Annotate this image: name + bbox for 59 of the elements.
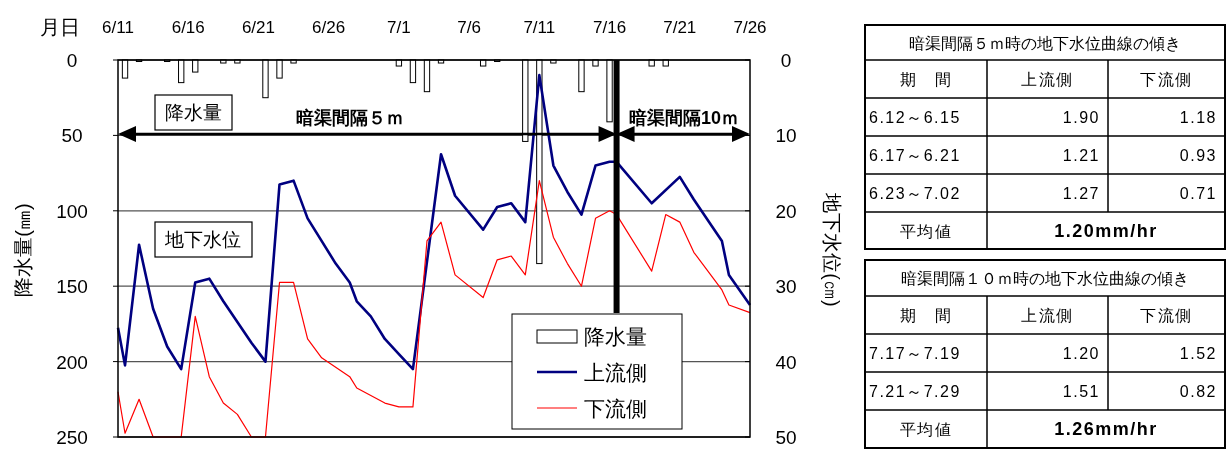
y2-tick-label: 40 <box>775 351 797 373</box>
legend-label: 上流側 <box>584 361 647 384</box>
text: 6.23～7.02 <box>869 185 961 202</box>
text: 7.21～7.29 <box>869 383 961 400</box>
text: 期 間 <box>899 307 953 324</box>
text: 1.27 <box>1062 185 1100 202</box>
y2-tick-label: 20 <box>775 200 797 222</box>
annotation: 地下水位 <box>164 229 241 250</box>
y-tick-label: 150 <box>56 276 88 298</box>
annotation: 降水量 <box>165 102 222 123</box>
y-tick-label: 100 <box>56 200 88 222</box>
y2-axis-title: 地下水位(㎝) <box>821 192 843 307</box>
x-tick-label: 7/11 <box>523 18 556 37</box>
text: 暗渠間隔１０ｍ時の地下水位曲線の傾き <box>901 270 1189 287</box>
text: 期 間 <box>899 71 953 88</box>
x-axis-title: 月日 <box>40 16 80 38</box>
text: 下流側 <box>1140 71 1193 88</box>
legend-label: 下流側 <box>584 397 647 420</box>
text: 7.17～7.19 <box>869 345 961 362</box>
y2-tick-label: 10 <box>775 125 797 147</box>
x-tick-label: 6/21 <box>241 18 275 37</box>
text: 1.51 <box>1062 383 1100 400</box>
text: 1.20 <box>1062 345 1100 362</box>
text: 6.17～6.21 <box>869 147 961 164</box>
y2-tick-label: 50 <box>775 427 797 448</box>
text: 0.71 <box>1179 185 1217 202</box>
legend-label: 降水量 <box>584 325 647 348</box>
x-tick-label: 7/16 <box>593 18 627 37</box>
text: 1.26mm/hr <box>1054 419 1158 439</box>
x-tick-label: 7/1 <box>387 18 411 37</box>
text: 6.12～6.15 <box>869 109 961 126</box>
y-tick-label: 50 <box>61 125 83 147</box>
x-tick-label: 6/11 <box>102 18 134 37</box>
text: 1.90 <box>1062 109 1100 126</box>
text: 0.82 <box>1179 383 1217 400</box>
y2-tick-label: 30 <box>775 276 797 298</box>
text: 暗渠間隔５ｍ時の地下水位曲線の傾き <box>909 34 1181 52</box>
x-tick-label: 7/21 <box>663 18 697 37</box>
y-axis-title: 降水量(㎜) <box>12 203 34 297</box>
x-tick-label: 6/16 <box>171 18 205 37</box>
text: 1.20mm/hr <box>1054 220 1158 241</box>
x-tick-label: 7/26 <box>733 18 767 37</box>
text: 1.52 <box>1179 345 1217 362</box>
y-tick-label: 200 <box>56 351 88 373</box>
annotation: 暗渠間隔５ｍ <box>296 108 404 128</box>
y-tick-label: 250 <box>56 427 88 448</box>
y-tick-label: 0 <box>66 50 78 71</box>
annotation: 暗渠間隔10ｍ <box>628 108 740 128</box>
text: 平均値 <box>899 222 953 240</box>
text: 上流側 <box>1021 307 1074 324</box>
y2-tick-label: 0 <box>780 50 792 71</box>
text: 1.21 <box>1062 147 1100 164</box>
text: 0.93 <box>1179 147 1217 164</box>
text: 下流側 <box>1140 307 1193 324</box>
text: 平均値 <box>899 421 953 438</box>
text: 上流側 <box>1021 71 1074 88</box>
x-tick-label: 7/6 <box>457 18 481 37</box>
x-tick-label: 6/26 <box>312 18 346 37</box>
text: 1.18 <box>1179 109 1217 126</box>
